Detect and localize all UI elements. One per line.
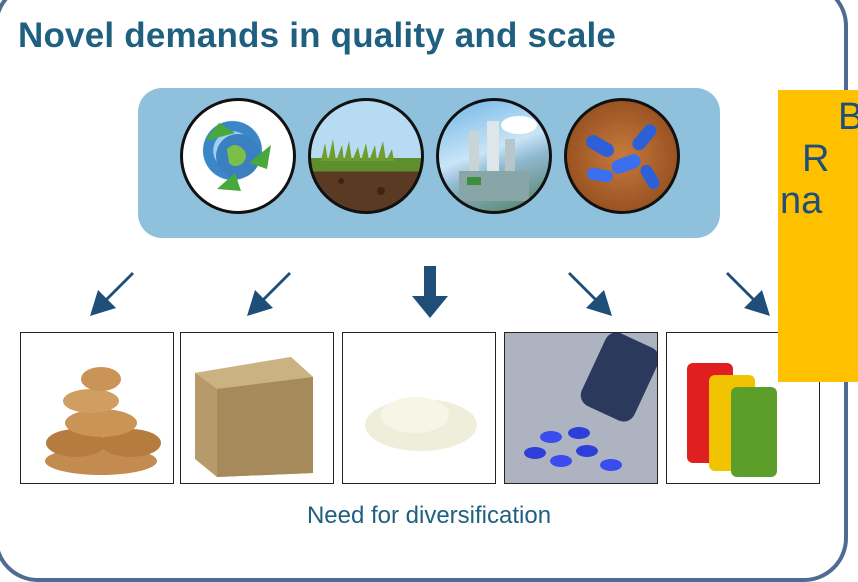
arrow-down-left-icon bbox=[90, 272, 134, 316]
blue-pills-icon bbox=[504, 332, 658, 484]
callout-line-3: na bbox=[780, 180, 823, 222]
arrow-down-right-icon bbox=[726, 272, 770, 316]
white-powder-icon bbox=[342, 332, 496, 484]
arrow-down-left-icon bbox=[247, 272, 291, 316]
particle-board-icon bbox=[180, 332, 334, 484]
callout-line-2: R bbox=[802, 138, 830, 180]
bacteria-icon bbox=[564, 98, 680, 214]
callout-line-1: B bbox=[838, 96, 858, 138]
callout-box: B R na bbox=[778, 90, 858, 382]
arrow-down-right-icon bbox=[568, 272, 612, 316]
arrow-down-icon bbox=[412, 266, 448, 318]
fuel-canisters-icon bbox=[666, 332, 820, 484]
source-panel bbox=[138, 88, 720, 238]
refinery-icon bbox=[436, 98, 552, 214]
slide-title: Novel demands in quality and scale bbox=[18, 16, 617, 55]
grass-soil-icon bbox=[308, 98, 424, 214]
recycling-globe-icon bbox=[180, 98, 296, 214]
caption: Need for diversification bbox=[306, 502, 552, 529]
bread-loaves-icon bbox=[20, 332, 174, 484]
